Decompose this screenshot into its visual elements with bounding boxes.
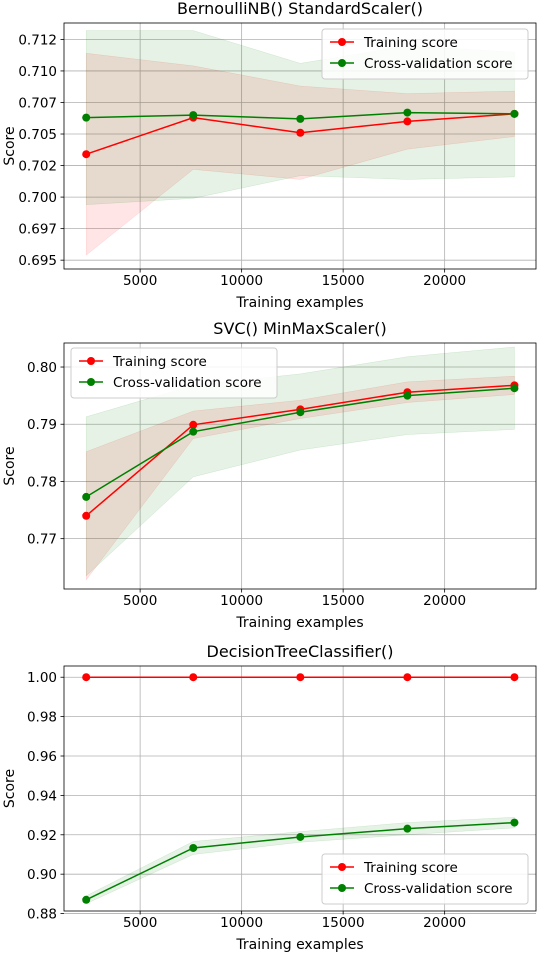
legend-label: Cross-validation score (113, 375, 262, 391)
y-tick-label: 0.94 (27, 788, 57, 804)
x-tick-label: 20000 (423, 915, 466, 931)
legend-label: Cross-validation score (364, 56, 513, 72)
data-point-series-2 (403, 108, 412, 117)
data-point-series-2 (510, 384, 519, 393)
data-point-series-2 (403, 391, 412, 400)
data-point-series-2 (510, 109, 519, 118)
y-tick-label: 0.77 (27, 532, 57, 548)
legend: Training score Cross-validation score (70, 347, 278, 399)
x-tick-label: 10000 (220, 273, 263, 289)
legend-marker (338, 38, 346, 46)
legend-marker (87, 357, 95, 365)
y-tick-label: 0.707 (18, 95, 57, 111)
data-point-series-2 (296, 408, 305, 417)
plot-frame (63, 22, 537, 270)
legend: Training score Cross-validation score (321, 28, 529, 80)
data-point-series-1 (296, 128, 305, 137)
y-tick-label: 0.710 (18, 64, 57, 80)
data-point-series-1 (82, 673, 91, 682)
y-tick-label: 1.00 (27, 670, 57, 686)
y-tick-label: 0.695 (18, 253, 57, 269)
x-axis-label: Training examples (235, 937, 363, 953)
x-tick-label: 10000 (220, 915, 263, 931)
data-point-series-1 (296, 673, 305, 682)
x-tick-label: 10000 (220, 593, 263, 609)
x-tick-label: 5000 (123, 273, 157, 289)
data-point-series-2 (189, 843, 198, 852)
data-point-series-2 (189, 427, 198, 436)
legend-marker (338, 59, 346, 67)
legend-label: Training score (363, 35, 458, 51)
data-point-series-2 (189, 111, 198, 120)
data-point-series-1 (189, 673, 198, 682)
data-point-series-1 (82, 511, 91, 520)
y-axis-label: Score (2, 769, 18, 808)
x-tick-label: 5000 (123, 915, 157, 931)
data-point-series-2 (403, 824, 412, 833)
legend-marker (338, 884, 346, 892)
data-point-series-2 (296, 114, 305, 123)
y-axis-label: Score (2, 126, 18, 165)
data-point-series-1 (403, 673, 412, 682)
chart-title: DecisionTreeClassifier() (207, 642, 394, 661)
x-axis-label: Training examples (235, 615, 363, 631)
data-point-series-1 (189, 420, 198, 429)
chart-panel-1: 5000 10000 15000 20000 0.695 0.697 0.700 0.702 0… (2, 0, 537, 311)
legend-marker (338, 863, 346, 871)
y-tick-label: 0.79 (27, 417, 57, 433)
data-point-series-1 (82, 150, 91, 159)
y-tick-label: 0.80 (27, 360, 57, 376)
legend-box (321, 28, 529, 80)
data-point-series-2 (82, 492, 91, 501)
data-point-series-2 (82, 895, 91, 904)
chart-title: BernoulliNB() StandardScaler() (177, 0, 423, 18)
x-tick-label: 20000 (423, 273, 466, 289)
data-point-series-2 (510, 818, 519, 827)
legend: Training score Cross-validation score (321, 853, 529, 905)
x-tick-label: 15000 (322, 593, 365, 609)
y-tick-label: 0.90 (27, 867, 57, 883)
chart-title: SVC() MinMaxScaler() (213, 319, 386, 338)
confidence-band-1 (85, 52, 515, 256)
y-tick-label: 0.697 (18, 222, 57, 238)
data-point-series-1 (510, 673, 519, 682)
legend-marker (87, 378, 95, 386)
y-axis-label: Score (2, 446, 18, 485)
chart-panel-2: 5000 10000 15000 20000 0.77 0.78 0.79 0.80 SVC()… (2, 319, 537, 631)
x-tick-label: 5000 (123, 593, 157, 609)
y-tick-label: 0.700 (18, 190, 57, 206)
x-tick-label: 20000 (423, 593, 466, 609)
y-tick-label: 0.712 (18, 32, 57, 48)
y-tick-label: 0.88 (27, 907, 57, 923)
y-tick-label: 0.98 (27, 710, 57, 726)
data-point-series-2 (82, 113, 91, 122)
legend-label: Training score (112, 354, 207, 370)
legend-label: Cross-validation score (364, 881, 513, 897)
chart-panel-3: 5000 10000 15000 20000 0.88 0.90 0.92 0.94 0.96 0… (2, 642, 537, 953)
legend-label: Training score (363, 860, 458, 876)
plot-frame (63, 665, 537, 912)
x-tick-label: 15000 (322, 273, 365, 289)
legend-box (321, 853, 529, 905)
y-tick-label: 0.702 (18, 159, 57, 175)
x-axis-label: Training examples (235, 295, 363, 311)
plot-frame (63, 342, 537, 590)
data-point-series-1 (403, 117, 412, 126)
y-tick-label: 0.78 (27, 474, 57, 490)
data-point-series-2 (296, 832, 305, 841)
legend-box (70, 347, 278, 399)
x-tick-label: 15000 (322, 915, 365, 931)
y-tick-label: 0.92 (27, 828, 57, 844)
y-tick-label: 0.96 (27, 749, 57, 765)
y-tick-label: 0.705 (18, 127, 57, 143)
